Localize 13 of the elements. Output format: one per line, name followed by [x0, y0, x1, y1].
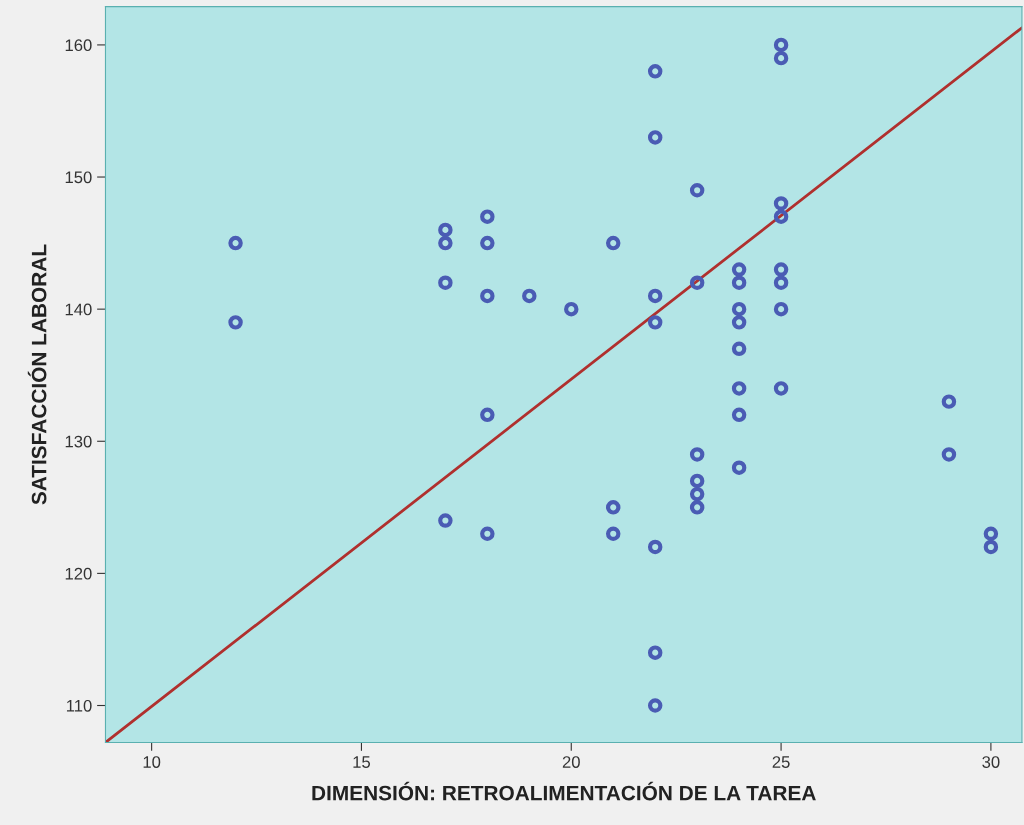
y-axis-title: SATISFACCIÓN LABORAL: [27, 244, 47, 505]
x-tick-label: 30: [982, 756, 1000, 768]
x-tick-label: 25: [772, 756, 790, 768]
x-tick-label: 10: [143, 756, 161, 768]
y-tick-label: 150: [65, 171, 92, 184]
x-tick-label: 15: [353, 756, 371, 768]
y-tick-label: 130: [65, 435, 92, 448]
x-axis-title: DIMENSIÓN: RETROALIMENTACIÓN DE LA TAREA: [312, 781, 816, 801]
y-tick-label: 160: [65, 39, 92, 52]
y-tick-label: 110: [66, 699, 92, 712]
x-tick-label: 20: [562, 756, 580, 768]
y-tick-label: 140: [65, 303, 92, 316]
y-tick-label: 120: [65, 567, 92, 580]
